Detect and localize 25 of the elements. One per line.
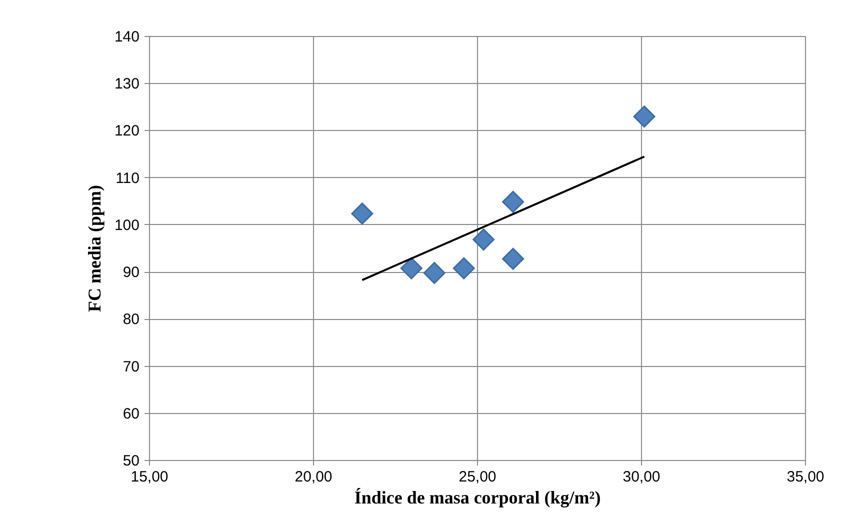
point (423, 262, 446, 284)
y-tick-label: 90 (122, 264, 140, 282)
y-tick-label: 60 (122, 405, 140, 422)
y-axis-title: FC media (ppm) (84, 185, 104, 312)
point (351, 202, 374, 225)
x-tick-label: 35,00 (786, 468, 824, 486)
y-tick-label: 140 (114, 28, 140, 46)
y-tick-label: 50 (122, 452, 140, 470)
x-tick-label: 15,00 (130, 468, 168, 486)
x-tick-label: 25,00 (458, 468, 496, 486)
point (472, 228, 495, 251)
point (502, 248, 524, 270)
y-tick-label: 80 (122, 311, 140, 328)
point (452, 257, 475, 280)
y-tick-label: 70 (122, 358, 140, 376)
point (633, 106, 656, 128)
x-tick-label: 20,00 (294, 468, 332, 486)
x-tick-label: 30,00 (622, 468, 660, 486)
y-tick-label: 110 (116, 170, 140, 187)
point (502, 190, 524, 213)
y-tick-label: 120 (114, 122, 140, 140)
y-tick-label: 130 (114, 76, 140, 93)
point (400, 257, 422, 280)
x-axis-title: Índice de masa corporal (kg/m²) (354, 488, 601, 508)
y-tick-label: 100 (114, 216, 140, 234)
